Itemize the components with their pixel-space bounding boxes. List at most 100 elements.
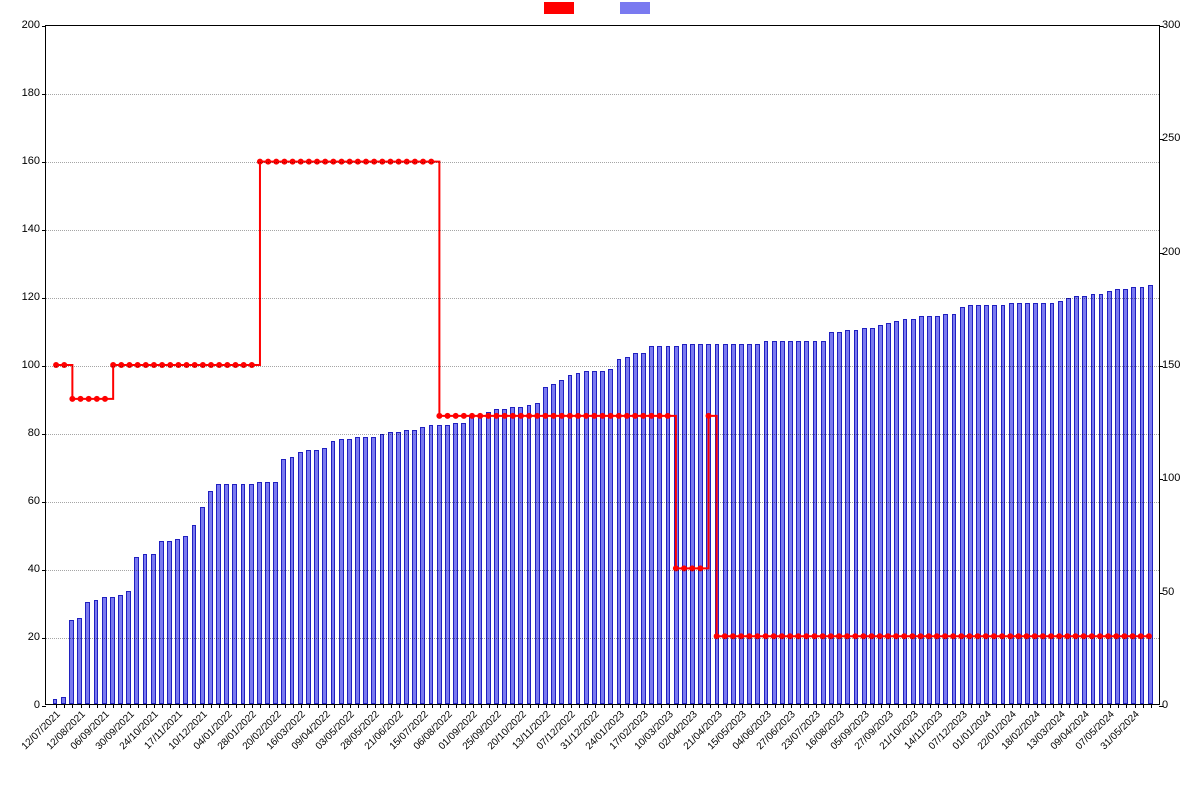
legend-swatch-bar [620, 2, 650, 14]
bar [550, 384, 556, 704]
gridline [46, 298, 1159, 299]
bar [1024, 303, 1030, 704]
legend-swatch-line [544, 2, 574, 14]
bar [1114, 289, 1120, 704]
bar [984, 305, 990, 704]
bar [510, 407, 516, 704]
bar [93, 600, 99, 704]
bar [60, 697, 66, 704]
ytick-left: 0 [34, 699, 40, 711]
bar [142, 554, 148, 704]
bar [886, 323, 892, 704]
bar [248, 484, 254, 704]
bar [747, 344, 753, 704]
y-axis-left: 020406080100120140160180200 [4, 25, 42, 705]
bar [869, 328, 875, 704]
bar [305, 450, 311, 704]
bar [828, 332, 834, 704]
bar [820, 341, 826, 704]
ytick-left: 140 [22, 223, 40, 235]
bar [943, 314, 949, 704]
bar [1016, 303, 1022, 704]
bar [485, 412, 491, 704]
bar [861, 328, 867, 704]
bar [109, 597, 115, 704]
bar [1106, 291, 1112, 704]
ytick-right: 100 [1162, 472, 1180, 484]
bar [657, 346, 663, 704]
bar-series [46, 26, 1159, 704]
bar [706, 344, 712, 704]
bar [812, 341, 818, 704]
bar [1131, 287, 1137, 704]
bar [1082, 296, 1088, 704]
bar [1123, 289, 1129, 704]
bar [281, 459, 287, 704]
bar [591, 371, 597, 704]
bar [264, 482, 270, 704]
bar [461, 423, 467, 704]
bar [338, 439, 344, 704]
bar [52, 699, 58, 704]
ytick-left: 20 [28, 631, 40, 643]
bar [395, 432, 401, 704]
gridline [46, 366, 1159, 367]
bar [452, 423, 458, 704]
bar [992, 305, 998, 704]
bar [1008, 303, 1014, 704]
ytick-right: 50 [1162, 586, 1174, 598]
bar [894, 321, 900, 704]
bar [926, 316, 932, 704]
bar [567, 375, 573, 704]
bar [469, 416, 475, 704]
bar [330, 441, 336, 704]
bar [444, 425, 450, 704]
chart-plot-area [45, 25, 1160, 705]
bar [673, 346, 679, 704]
bar [975, 305, 981, 704]
ytick-left: 200 [22, 19, 40, 31]
gridline [46, 94, 1159, 95]
bar [183, 536, 189, 704]
bar [616, 359, 622, 704]
bar [649, 346, 655, 704]
bar [191, 525, 197, 704]
bar [289, 457, 295, 704]
bar [755, 344, 761, 704]
bar [730, 344, 736, 704]
bar [534, 403, 540, 704]
x-axis-labels: 12/07/202112/08/202106/09/202130/09/2021… [45, 706, 1160, 796]
bar [436, 425, 442, 704]
bar [273, 482, 279, 704]
ytick-left: 100 [22, 359, 40, 371]
bar [698, 344, 704, 704]
bar [877, 325, 883, 704]
gridline [46, 638, 1159, 639]
gridline [46, 502, 1159, 503]
bar [763, 341, 769, 704]
bar [559, 380, 565, 704]
bar [412, 430, 418, 704]
bar [665, 346, 671, 704]
bar [1049, 303, 1055, 704]
bar [420, 427, 426, 704]
bar [518, 407, 524, 704]
ytick-left: 160 [22, 155, 40, 167]
bar [85, 602, 91, 704]
bar [175, 539, 181, 704]
bar [322, 448, 328, 704]
bar [117, 595, 123, 704]
ytick-right: 250 [1162, 132, 1180, 144]
bar [387, 432, 393, 704]
bar [403, 430, 409, 704]
bar [608, 369, 614, 704]
bar [1139, 287, 1145, 704]
bar [575, 373, 581, 704]
bar [101, 597, 107, 704]
bar [967, 305, 973, 704]
bar [1073, 296, 1079, 704]
ytick-right: 300 [1162, 19, 1180, 31]
bar [689, 344, 695, 704]
bar [1041, 303, 1047, 704]
bar [796, 341, 802, 704]
